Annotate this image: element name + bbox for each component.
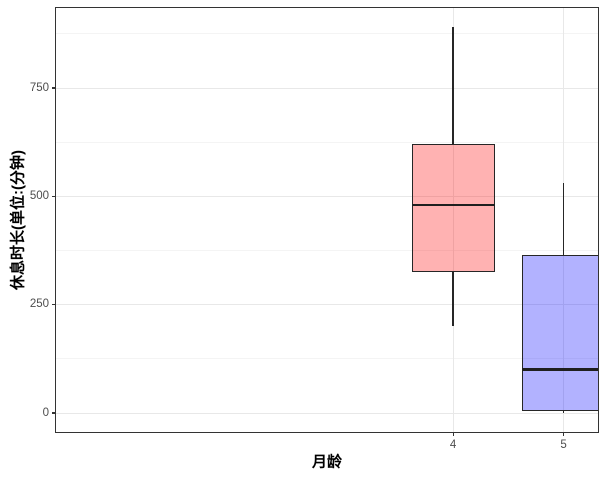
y-tick-label-750: 750 [29, 81, 49, 94]
gridline-minor-y-875 [55, 33, 599, 35]
x-tick-5 [563, 433, 565, 436]
y-axis-title: 休息时长(单位:(分钟) [9, 150, 27, 290]
x-axis-title: 月龄 [311, 453, 343, 471]
gridline-major-y-500 [55, 195, 599, 197]
median-line-4 [411, 203, 495, 207]
whisker-lower-5 [562, 410, 565, 414]
whisker-upper-5 [562, 183, 565, 255]
y-tick-750 [52, 87, 55, 89]
boxplot-box-5 [522, 254, 599, 411]
boxplot-box-4 [411, 144, 495, 273]
gridline-major-y-0 [55, 412, 599, 414]
plot-panel [55, 7, 599, 433]
y-tick-label-0: 0 [42, 406, 49, 419]
median-line-5 [522, 368, 599, 372]
x-tick-label-5: 5 [560, 439, 567, 451]
y-tick-label-500: 500 [29, 189, 49, 202]
y-tick-250 [52, 304, 55, 306]
gridline-major-y-250 [55, 304, 599, 306]
gridline-minor-y-625 [55, 141, 599, 143]
gridline-major-y-750 [55, 87, 599, 89]
x-tick-4 [452, 433, 454, 436]
gridline-minor-y-125 [55, 358, 599, 360]
y-tick-0 [52, 412, 55, 414]
gridline-minor-y-375 [55, 250, 599, 252]
gridline-major-x-4 [452, 7, 454, 433]
y-tick-label-250: 250 [29, 298, 49, 311]
whisker-upper-4 [452, 27, 454, 145]
whisker-lower-4 [452, 272, 454, 327]
x-tick-label-4: 4 [449, 439, 457, 451]
y-tick-500 [52, 195, 55, 197]
